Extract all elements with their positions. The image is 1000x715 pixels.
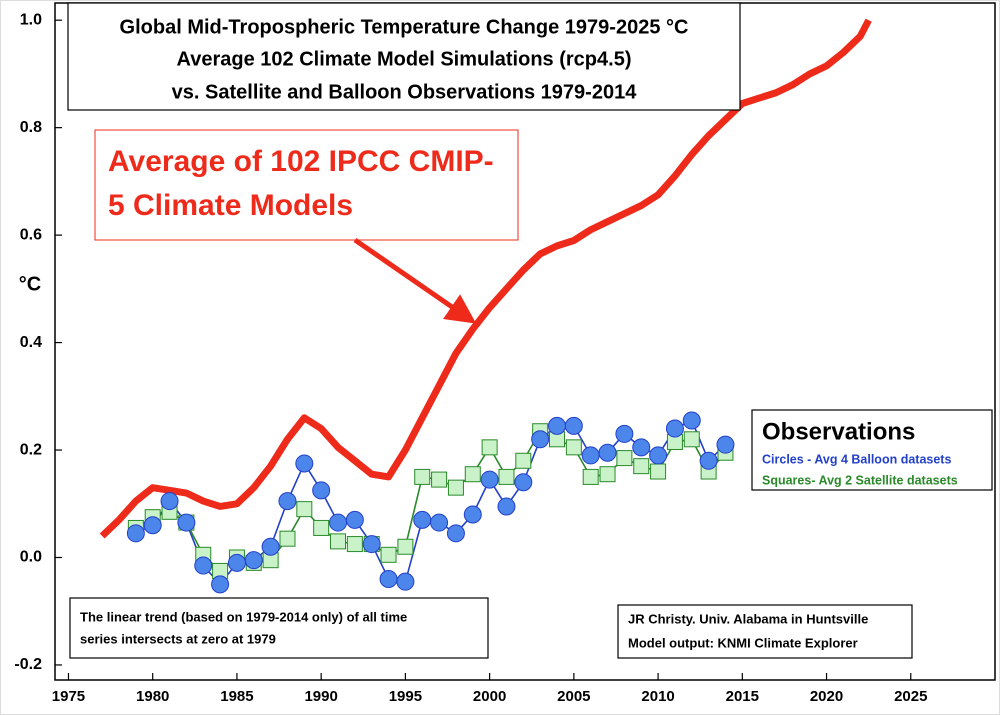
satellite-point <box>447 479 464 496</box>
balloon-point <box>598 443 617 462</box>
balloon-point <box>211 575 230 594</box>
balloon-point <box>312 481 331 500</box>
y-axis-label: °C <box>19 273 41 295</box>
satellite-point <box>279 530 296 547</box>
x-tick-label: 1990 <box>304 688 337 705</box>
x-tick-label: 2025 <box>894 688 927 705</box>
legend-title: Observations <box>762 418 915 445</box>
balloon-point <box>261 537 280 556</box>
note-box <box>69 597 489 659</box>
balloon-point <box>345 510 364 529</box>
balloon-point <box>564 416 583 435</box>
satellite-point <box>313 519 330 536</box>
satellite-point <box>296 501 313 518</box>
annotation: Average of 102 IPCC CMIP-5 Climate Model… <box>108 145 494 222</box>
balloon-point <box>649 446 668 465</box>
chart-title: vs. Satellite and Balloon Observations 1… <box>172 81 638 103</box>
x-tick-label: 2000 <box>473 688 506 705</box>
balloon-point <box>716 435 735 454</box>
balloon-point <box>463 505 482 524</box>
balloon-point <box>413 510 432 529</box>
balloon-point <box>396 572 415 591</box>
satellite-point <box>397 538 414 555</box>
balloon-point <box>480 470 499 489</box>
balloon-point <box>160 492 179 511</box>
y-tick-label: 0.2 <box>20 441 42 458</box>
balloon-point <box>548 416 567 435</box>
balloon-point <box>244 551 263 570</box>
x-tick-label: 1985 <box>220 688 253 705</box>
balloon-point <box>665 419 684 438</box>
credit: JR Christy. Univ. Alabama in Huntsville <box>628 611 868 626</box>
balloon-point <box>177 513 196 532</box>
balloon-point <box>143 516 162 535</box>
satellite-point <box>616 450 633 467</box>
satellite-point <box>346 536 363 553</box>
balloon-point <box>682 411 701 430</box>
satellite-point <box>650 463 667 480</box>
balloon-point <box>362 535 381 554</box>
y-tick-label: -0.2 <box>14 656 42 673</box>
satellite-point <box>599 466 616 483</box>
x-tick-label: 2020 <box>810 688 843 705</box>
balloon-point <box>615 424 634 443</box>
x-tick-label: 1975 <box>52 688 85 705</box>
satellite-point <box>481 439 498 456</box>
chart-title: Average 102 Climate Model Simulations (r… <box>177 48 632 70</box>
satellite-point <box>431 471 448 488</box>
x-tick-label: 1995 <box>389 688 422 705</box>
satellite-point <box>515 452 532 469</box>
annotation-box <box>94 129 519 241</box>
y-tick-label: 0.0 <box>20 549 42 566</box>
y-tick-label: 0.8 <box>20 119 42 136</box>
title-box <box>67 2 741 111</box>
balloon-point <box>126 524 145 543</box>
y-tick-label: 0.6 <box>20 226 42 243</box>
satellite-point <box>330 533 347 550</box>
satellite-point <box>582 468 599 485</box>
balloon-point <box>379 569 398 588</box>
satellite-point <box>464 466 481 483</box>
legend-entry: Circles - Avg 4 Balloon datasets <box>762 452 951 466</box>
x-tick-label: 2005 <box>557 688 590 705</box>
note: series intersects at zero at 1979 <box>80 631 276 646</box>
balloon-point <box>632 438 651 457</box>
credit: Model output: KNMI Climate Explorer <box>628 635 858 650</box>
balloon-point <box>531 430 550 449</box>
balloon-point <box>329 513 348 532</box>
balloon-point <box>699 451 718 470</box>
balloon-point <box>194 556 213 575</box>
y-tick-label: 0.4 <box>20 334 42 351</box>
x-tick-label: 1980 <box>136 688 169 705</box>
plot-area <box>99 18 872 594</box>
satellite-point <box>498 468 515 485</box>
balloon-point <box>497 497 516 516</box>
legend-entry: Squares- Avg 2 Satellite datasets <box>762 473 958 487</box>
balloon-point <box>227 553 246 572</box>
balloon-point <box>295 454 314 473</box>
series-line <box>99 18 872 539</box>
balloon-point <box>514 473 533 492</box>
balloon-point <box>581 446 600 465</box>
satellite-point <box>683 431 700 448</box>
legend-box <box>751 409 993 491</box>
balloon-point <box>446 524 465 543</box>
x-tick-label: 2015 <box>726 688 759 705</box>
chart-title: Global Mid-Tropospheric Temperature Chan… <box>120 16 689 38</box>
balloon-point <box>278 492 297 511</box>
credit-box <box>617 604 913 659</box>
balloon-point <box>430 513 449 532</box>
annotation-arrow <box>353 237 477 324</box>
satellite-point <box>414 468 431 485</box>
satellite-point <box>633 458 650 475</box>
note: The linear trend (based on 1979-2014 onl… <box>80 609 407 624</box>
satellite-point <box>565 439 582 456</box>
axes: -0.2 0.0 0.2 0.4 0.6 0.8 1.0 1975 1980 1985 1990 19… <box>14 11 927 705</box>
y-tick-label: 1.0 <box>20 11 42 28</box>
x-tick-label: 2010 <box>641 688 674 705</box>
satellite-point <box>380 546 397 563</box>
